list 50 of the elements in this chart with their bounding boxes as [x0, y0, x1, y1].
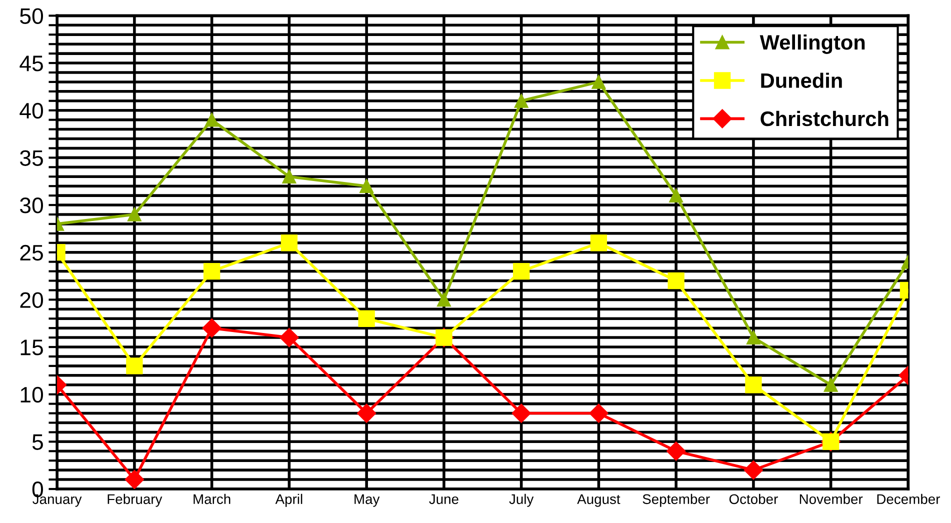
x-tick-label: February	[108, 494, 162, 507]
point	[358, 310, 375, 327]
x-tick-label: October	[729, 494, 778, 504]
y-tick-label: 50	[20, 8, 43, 24]
point	[282, 170, 296, 184]
x-tick-label: April	[275, 494, 302, 507]
point	[280, 234, 298, 252]
y-tick-label: 40	[20, 102, 43, 119]
legend-label: Wellington	[760, 34, 865, 54]
x-tick-label: December	[877, 494, 940, 504]
y-tick-label: 35	[20, 150, 43, 166]
point	[669, 188, 684, 202]
point	[824, 378, 838, 392]
point	[666, 442, 686, 461]
point	[512, 404, 531, 423]
point	[514, 94, 528, 108]
y-tick-label: 20	[20, 292, 43, 308]
point	[124, 470, 144, 490]
point	[360, 179, 374, 194]
point	[744, 460, 763, 480]
point	[126, 358, 143, 374]
point	[746, 330, 760, 344]
point	[668, 272, 684, 290]
point	[203, 262, 220, 280]
point	[127, 208, 142, 222]
y-tick-label: 10	[20, 386, 43, 403]
point	[202, 318, 222, 338]
x-tick-label: May	[354, 494, 380, 507]
point	[589, 404, 608, 423]
x-tick-label: March	[194, 494, 230, 504]
x-tick-label: August	[577, 494, 620, 507]
y-tick-label: 30	[20, 198, 43, 214]
point	[204, 112, 219, 127]
y-tick-label: 5	[32, 434, 43, 450]
x-tick-label: June	[429, 494, 458, 504]
legend-label: Christchurch	[760, 110, 888, 126]
point	[590, 234, 608, 252]
point	[437, 292, 451, 307]
y-tick-label: 15	[20, 340, 43, 356]
x-tick-label: July	[509, 494, 534, 507]
x-tick-label: November	[800, 494, 863, 504]
point	[592, 75, 606, 89]
point	[280, 328, 299, 348]
point	[357, 404, 376, 423]
x-tick-label: September	[642, 494, 710, 507]
y-tick-label: 25	[20, 244, 43, 261]
legend-label: Dunedin	[761, 72, 842, 88]
point	[512, 262, 530, 280]
point	[745, 376, 762, 394]
y-tick-label: 45	[20, 56, 43, 72]
